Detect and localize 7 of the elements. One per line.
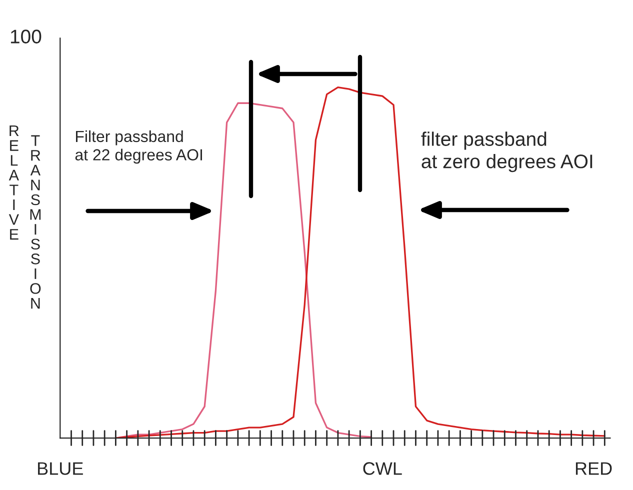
- annotation: filter passband at zero degrees AOI: [421, 132, 592, 172]
- annotation: Filter passband at 22 degrees AOI: [75, 130, 202, 164]
- x-tick-label: RED: [576, 462, 612, 475]
- text: RELATIVE TRANSMISSION: [8, 126, 41, 309]
- x-tick-label: CWL: [363, 462, 402, 475]
- x-tick-label: BLUE: [38, 462, 83, 475]
- text: 100: [10, 30, 42, 44]
